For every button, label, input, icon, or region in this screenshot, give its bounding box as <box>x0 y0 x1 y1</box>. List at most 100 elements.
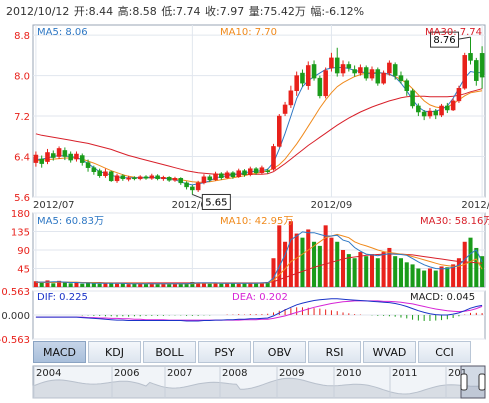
volume-bar <box>393 256 398 287</box>
tab-obv[interactable]: OBV <box>253 341 306 363</box>
volume-bar <box>480 256 485 287</box>
price-candle <box>317 77 323 97</box>
quote-header: 2012/10/12 开:8.44 高:8.58 低:7.74 收:7.97 量… <box>6 3 365 19</box>
price-candle <box>166 177 172 181</box>
timeline-year-label: 2007 <box>167 368 192 379</box>
price-x-tick-label: 2012/09 <box>311 200 353 211</box>
timeline-year-label: 2010 <box>336 368 361 379</box>
volume-bar <box>155 284 160 287</box>
price-candle <box>282 104 288 114</box>
quote-volume: 量:75.42万 <box>248 5 306 18</box>
tab-psy[interactable]: PSY <box>198 341 251 363</box>
timeline-year-label: 2011 <box>392 368 417 379</box>
price-candle <box>410 90 415 107</box>
price-candle <box>126 177 131 180</box>
price-candle <box>450 100 456 111</box>
price-candle <box>91 167 97 172</box>
volume-bar <box>143 284 149 287</box>
price-candle <box>445 105 450 111</box>
volume-bar <box>201 282 206 287</box>
volume-bar <box>126 284 131 287</box>
volume-bar <box>178 283 183 287</box>
quote-date: 2012/10/12 <box>6 5 70 18</box>
price-legend-ma5: MA5: 8.06 <box>37 27 88 38</box>
price-legend-ma30: MA30: 7.74 <box>425 27 482 38</box>
price-candle <box>358 67 363 74</box>
volume-bar <box>335 241 340 287</box>
price-candle <box>462 55 467 89</box>
tab-macd[interactable]: MACD <box>33 341 86 363</box>
volume-bar <box>167 284 172 287</box>
volume-bar <box>404 262 409 287</box>
price-candle <box>259 167 265 173</box>
price-candle <box>363 67 369 79</box>
price-candle <box>230 172 236 178</box>
volume-bar <box>172 283 178 287</box>
price-candle <box>79 155 85 163</box>
volume-bar <box>207 283 212 287</box>
volume-bar <box>265 282 270 287</box>
price-candle <box>149 175 155 179</box>
volume-bar <box>317 245 322 287</box>
quote-low: 低:7.74 <box>161 5 201 18</box>
volume-bar <box>445 267 450 287</box>
volume-bar <box>97 283 102 287</box>
volume-bar <box>375 258 380 287</box>
price-candle <box>103 171 108 177</box>
price-legend-ma10: MA10: 7.70 <box>220 27 277 38</box>
price-candle <box>381 72 386 84</box>
volume-bar <box>57 280 62 287</box>
volume-bar <box>196 282 201 287</box>
volume-bar <box>410 264 415 287</box>
volume-bar <box>358 252 363 287</box>
volume-y-tick-label: 45 <box>17 265 30 276</box>
price-candle <box>387 62 392 74</box>
macd-y-tick-label: -0.563 <box>0 335 30 346</box>
volume-bar <box>114 283 120 287</box>
price-candle <box>334 57 340 74</box>
price-candle <box>172 178 178 181</box>
tab-rsi[interactable]: RSI <box>308 341 361 363</box>
price-candle <box>39 158 44 164</box>
price-candle <box>74 153 79 160</box>
volume-bar <box>219 283 224 287</box>
volume-legend-ma10: MA10: 42.95万 <box>220 216 293 227</box>
price-candle <box>51 153 56 158</box>
price-candle <box>248 168 253 175</box>
volume-ma5-line <box>35 231 483 285</box>
volume-bar <box>451 264 456 287</box>
indicator-tabs: MACD KDJ BOLL PSY OBV RSI WVAD CCI <box>33 341 473 363</box>
volume-bar <box>456 258 461 287</box>
volume-bar <box>346 254 351 287</box>
tab-kdj[interactable]: KDJ <box>88 341 141 363</box>
macd-legend-macd: MACD: 0.045 <box>410 292 475 303</box>
price-candle <box>132 177 137 180</box>
price-candle <box>195 182 201 191</box>
price-candle <box>352 69 357 74</box>
volume-y-tick-label: 90 <box>17 246 30 257</box>
timeline-year-label: 201 <box>448 368 467 379</box>
volume-bar <box>271 258 276 287</box>
quote-high: 高:8.58 <box>117 5 157 18</box>
volume-bar <box>364 256 369 287</box>
price-candle <box>346 64 352 69</box>
price-candle <box>178 178 184 184</box>
volume-bar <box>427 268 432 287</box>
tab-wvad[interactable]: WVAD <box>363 341 416 363</box>
price-candle <box>56 148 62 157</box>
volume-bar <box>45 280 50 287</box>
price-candle <box>427 110 433 117</box>
volume-bar <box>39 282 44 287</box>
price-candle <box>155 175 160 180</box>
volume-bar <box>439 266 444 287</box>
price-x-tick-label: 2012/10 <box>461 200 489 211</box>
tab-cci[interactable]: CCI <box>418 341 471 363</box>
macd-dea-line <box>35 300 483 321</box>
tab-boll[interactable]: BOLL <box>143 341 196 363</box>
price-candle <box>108 171 114 182</box>
timeline-year-label: 2008 <box>222 368 247 379</box>
price-candle <box>456 87 462 102</box>
price-candle <box>68 153 73 161</box>
